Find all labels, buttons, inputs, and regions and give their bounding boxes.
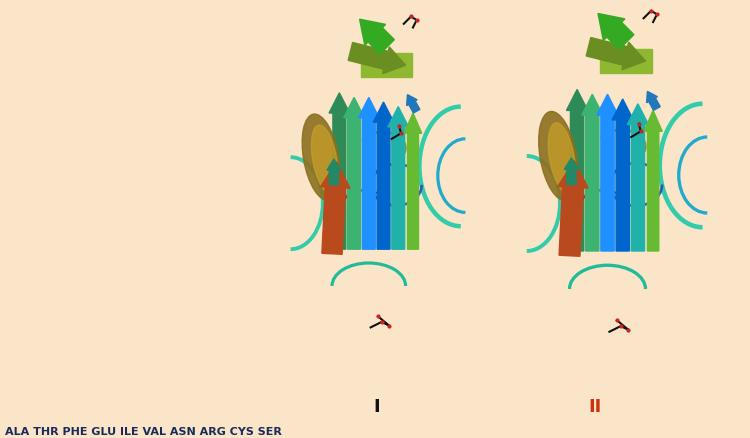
FancyArrow shape: [644, 111, 662, 251]
FancyArrow shape: [627, 105, 649, 251]
FancyArrow shape: [327, 160, 340, 185]
Text: I: I: [374, 397, 380, 416]
Text: ALA THR PHE GLU ILE VAL ASN ARG CYS SER: ALA THR PHE GLU ILE VAL ASN ARG CYS SER: [5, 426, 282, 436]
Ellipse shape: [548, 124, 575, 194]
FancyArrow shape: [320, 162, 350, 255]
Text: II: II: [588, 397, 602, 416]
FancyArrow shape: [646, 92, 660, 111]
FancyArrow shape: [582, 95, 603, 251]
FancyArrow shape: [329, 94, 350, 250]
FancyArrow shape: [564, 159, 578, 185]
FancyArrow shape: [597, 95, 618, 251]
FancyArrow shape: [362, 54, 412, 78]
FancyArrow shape: [566, 90, 588, 251]
FancyArrow shape: [388, 107, 409, 250]
Ellipse shape: [302, 115, 340, 201]
FancyArrow shape: [348, 43, 406, 74]
FancyArrow shape: [404, 114, 422, 250]
FancyArrow shape: [374, 103, 394, 250]
FancyArrow shape: [344, 98, 364, 250]
Ellipse shape: [538, 112, 578, 201]
FancyArrow shape: [558, 161, 588, 257]
FancyArrow shape: [359, 20, 394, 55]
FancyArrow shape: [598, 14, 634, 50]
FancyArrow shape: [586, 39, 646, 71]
FancyArrow shape: [612, 100, 633, 251]
Ellipse shape: [311, 126, 338, 194]
FancyArrow shape: [358, 98, 379, 250]
FancyArrow shape: [406, 95, 420, 114]
FancyArrow shape: [600, 49, 652, 74]
